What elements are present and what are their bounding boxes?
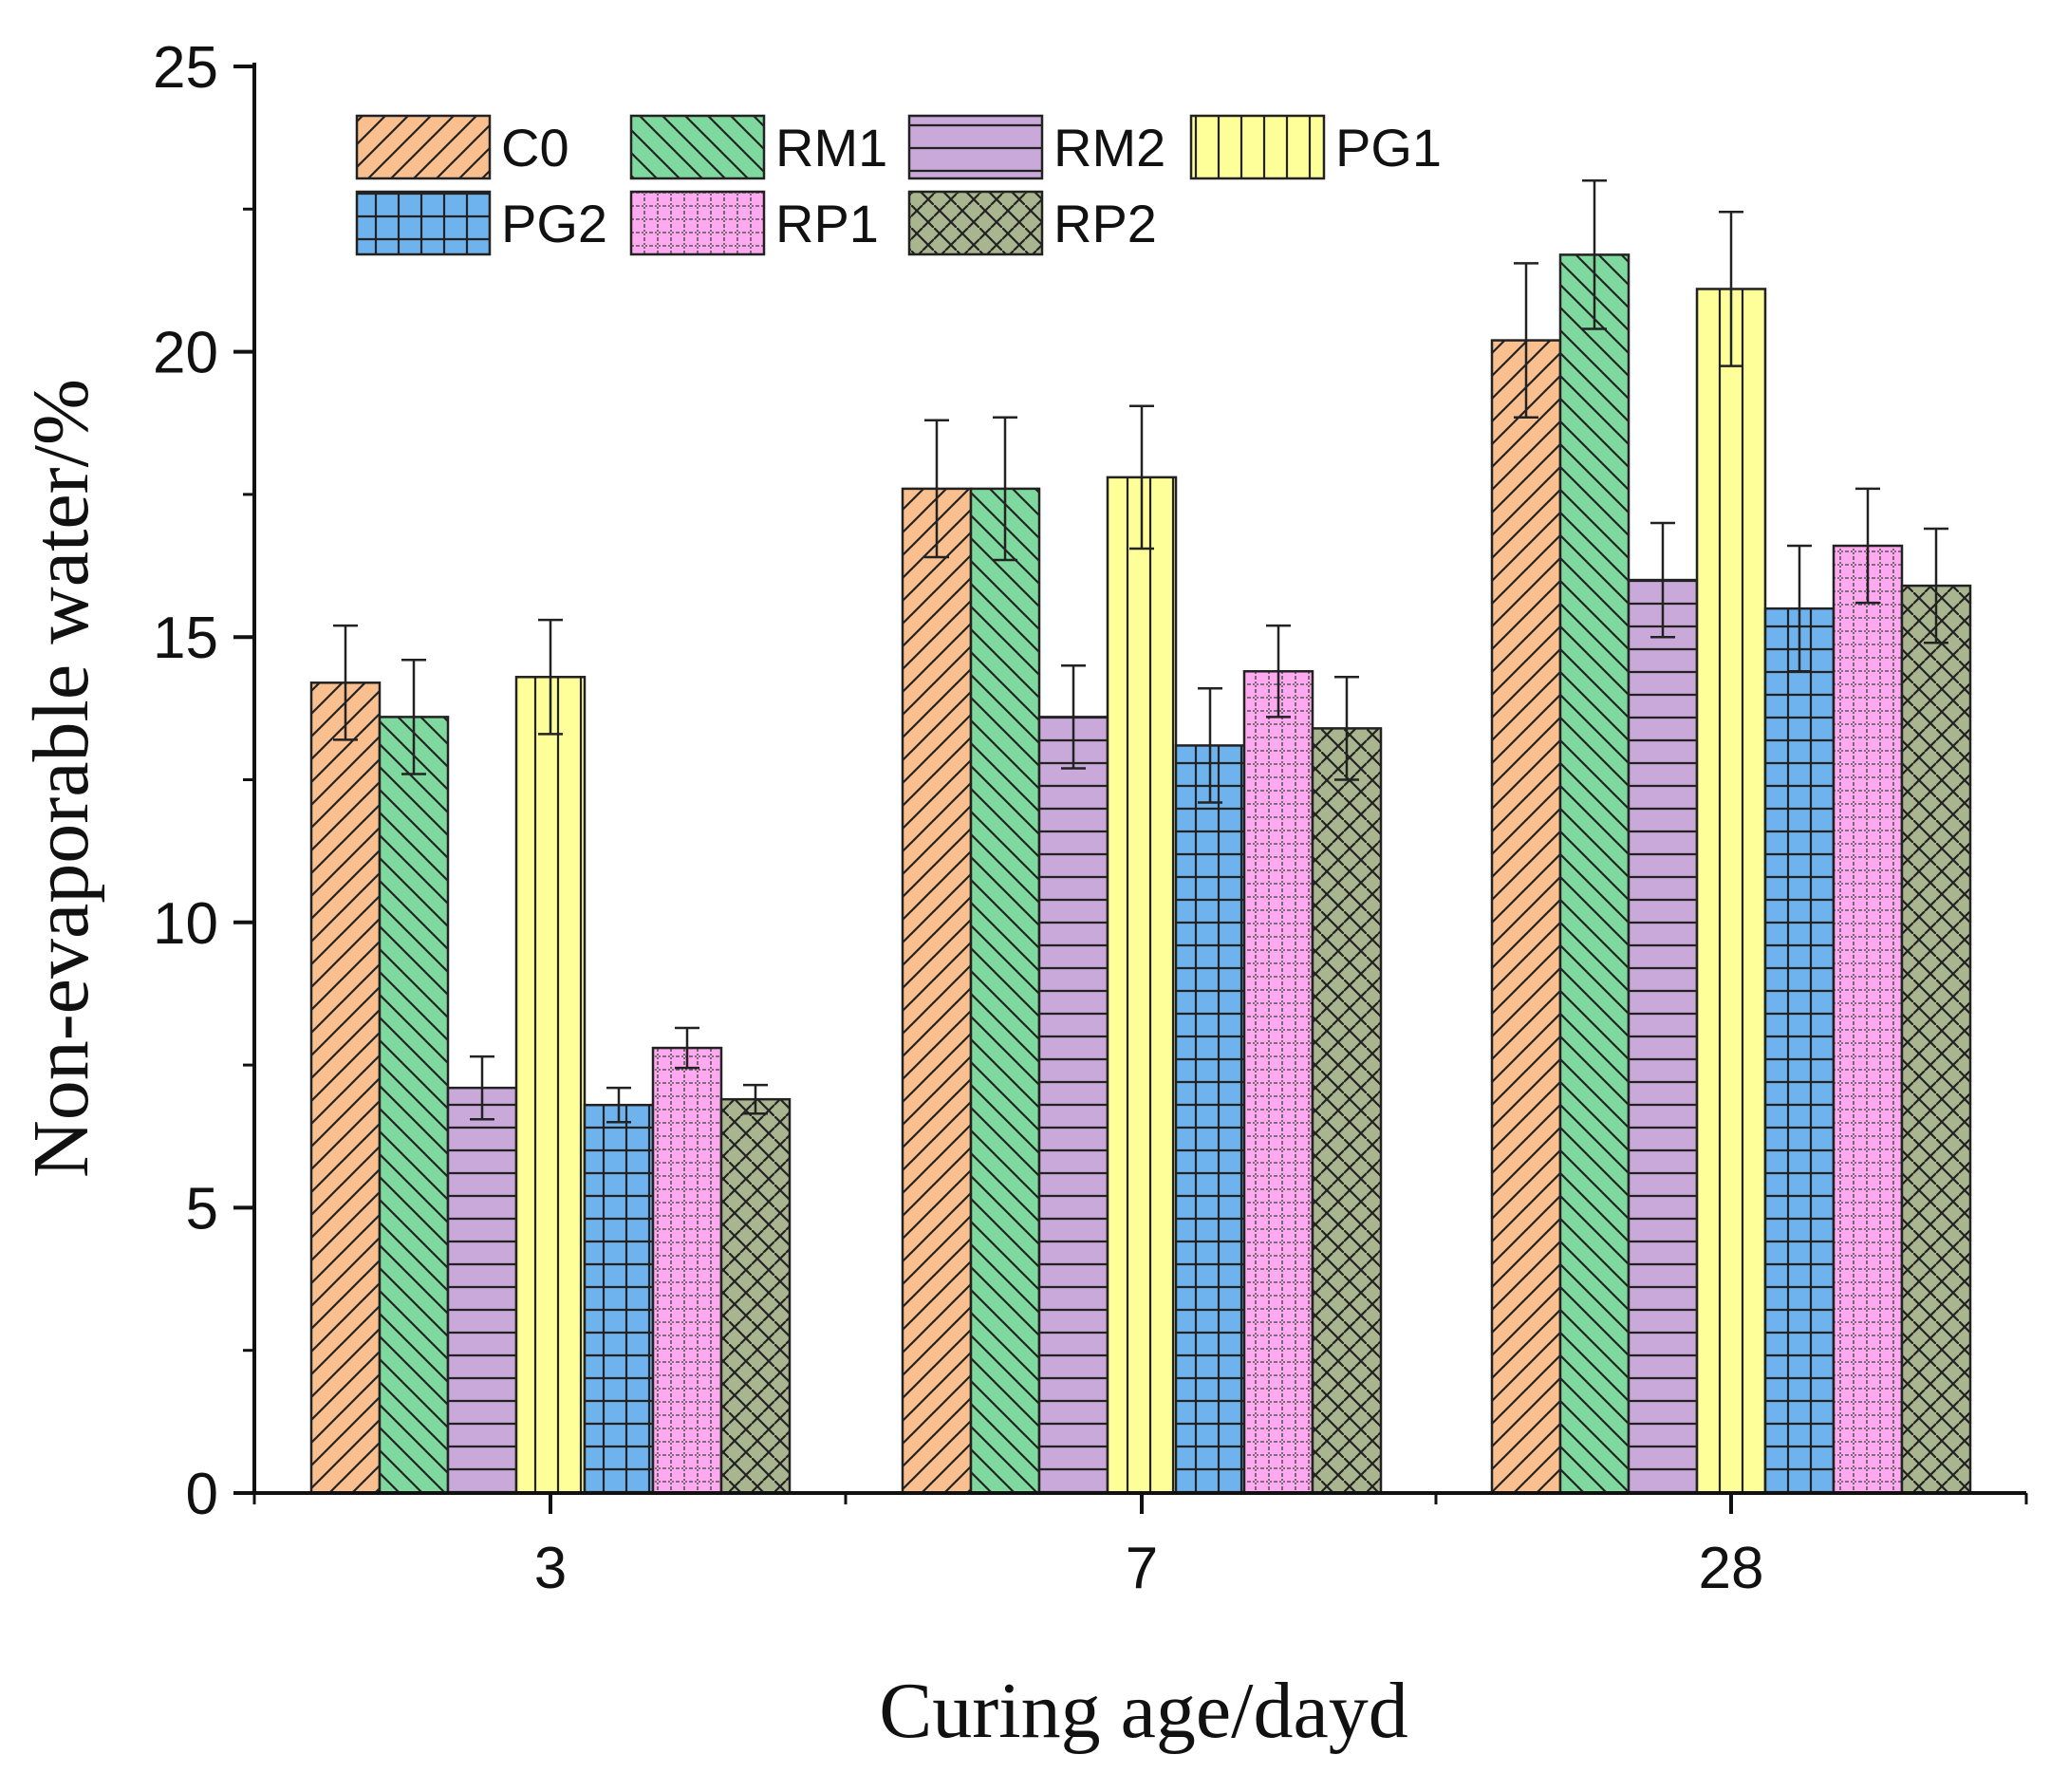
x-tick-label-28: 28 (1699, 1536, 1764, 1601)
bar-rp2-7 (1311, 727, 1383, 1495)
error-bar-rm2-7 (1061, 664, 1086, 770)
x-axis-title: Curing age/dayd (879, 1667, 1408, 1755)
y-tick-label-0: 0 (186, 1462, 218, 1527)
error-bar-c0-7 (924, 419, 949, 559)
bar-rp1-28 (1832, 544, 1904, 1495)
bar-rp2-28 (1900, 584, 1972, 1495)
y-tick-label-10: 10 (153, 891, 218, 957)
legend-swatch-rm1 (629, 114, 766, 180)
error-bar-pg1-3 (538, 618, 563, 736)
bar-c0-28 (1490, 339, 1562, 1495)
error-bar-pg1-7 (1129, 404, 1154, 551)
bars-layer (309, 253, 1972, 1495)
error-bar-rp2-28 (1924, 527, 1948, 644)
bar-rp1-7 (1242, 670, 1314, 1495)
legend-label-rp1: RP1 (775, 194, 879, 253)
legend-label-c0: C0 (501, 118, 569, 177)
legend-swatch-rp2 (907, 190, 1044, 256)
error-bar-pg2-7 (1198, 687, 1222, 804)
legend-swatch-rp1 (629, 190, 766, 256)
bar-rm2-3 (446, 1086, 518, 1495)
legend-label-pg2: PG2 (501, 194, 607, 253)
bar-rm1-3 (378, 716, 450, 1495)
y-tick-label-5: 5 (186, 1176, 218, 1241)
legend: C0 RM1 RM2 PG1 PG2 RP1 RP2 (355, 114, 1442, 256)
x-tick-label-3: 3 (534, 1536, 567, 1601)
bar-pg1-7 (1106, 476, 1178, 1495)
error-bar-rp1-3 (675, 1026, 699, 1070)
legend-label-rm2: RM2 (1053, 118, 1165, 177)
bar-pg2-3 (583, 1103, 655, 1495)
bar-c0-3 (309, 681, 382, 1495)
error-bar-pg1-28 (1719, 211, 1743, 367)
legend-swatch-rm2 (907, 114, 1044, 180)
error-bars-layer (333, 178, 1948, 1124)
error-bar-pg2-3 (606, 1086, 631, 1124)
bar-rp2-3 (719, 1097, 792, 1495)
legend-swatch-pg1 (1189, 114, 1326, 180)
bar-rp1-3 (651, 1046, 723, 1495)
y-axis-title: Non-evaporable water/% (17, 379, 105, 1178)
bar-rm2-7 (1037, 716, 1109, 1495)
bar-pg2-28 (1763, 607, 1836, 1495)
legend-label-rp2: RP2 (1053, 194, 1157, 253)
error-bar-rm1-28 (1582, 178, 1607, 330)
y-tick-label-25: 25 (153, 35, 218, 101)
error-bar-rm1-7 (993, 416, 1017, 562)
bar-pg1-28 (1695, 288, 1767, 1495)
error-bar-rp2-7 (1334, 676, 1359, 781)
error-bar-rm2-3 (470, 1055, 494, 1121)
error-bar-pg2-28 (1787, 544, 1812, 673)
error-bar-c0-28 (1514, 262, 1538, 419)
bar-rm2-28 (1627, 578, 1699, 1495)
legend-label-pg1: PG1 (1335, 118, 1442, 177)
y-tick-label-15: 15 (153, 606, 218, 671)
axes: 0 5 10 15 20 25 3 7 28 (153, 35, 2028, 1601)
error-bar-rp1-7 (1266, 624, 1291, 719)
legend-label-rm1: RM1 (775, 118, 887, 177)
error-bar-rm1-3 (401, 658, 426, 775)
bar-pg2-7 (1174, 744, 1246, 1495)
error-bar-rp1-28 (1855, 487, 1880, 605)
x-tick-label-7: 7 (1126, 1536, 1158, 1601)
bar-rm1-28 (1558, 253, 1631, 1495)
bar-c0-7 (901, 487, 973, 1495)
y-tick-label-20: 20 (153, 321, 218, 386)
error-bar-rp2-3 (743, 1083, 768, 1115)
legend-swatch-c0 (355, 114, 492, 180)
legend-swatch-pg2 (355, 190, 492, 256)
error-bar-c0-3 (333, 624, 358, 741)
error-bar-rm2-28 (1650, 521, 1675, 639)
bar-rm1-7 (969, 487, 1041, 1495)
bar-pg1-3 (514, 676, 587, 1495)
